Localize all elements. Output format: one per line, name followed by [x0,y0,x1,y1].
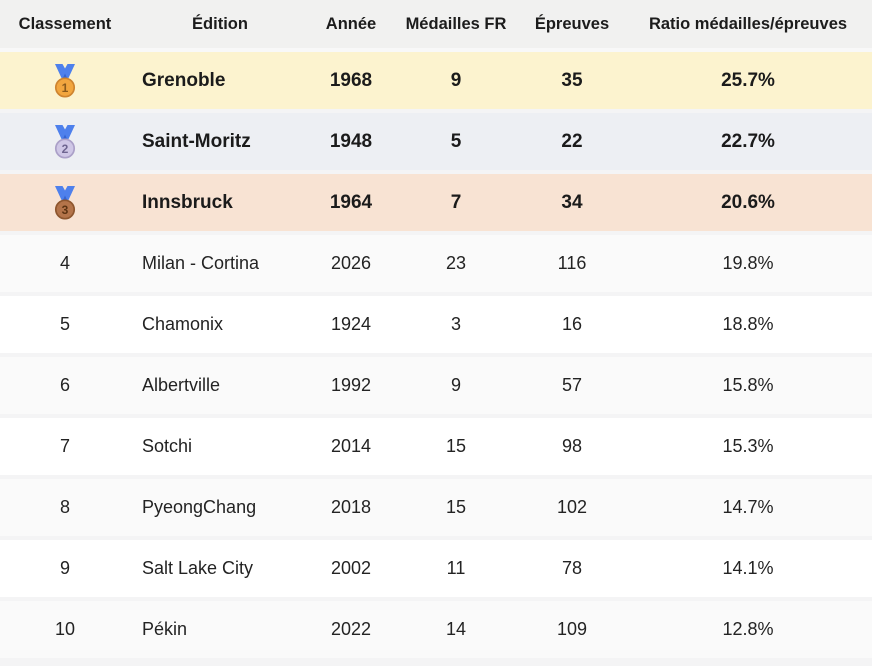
edition-cell: Albertville [130,355,310,418]
svg-text:3: 3 [62,202,69,216]
events-cell: 57 [520,355,624,418]
table-row: 10 Pékin 2022 14 109 12.8% [0,599,872,662]
medals-cell: 5 [392,111,520,174]
year-cell: 1964 [310,172,392,235]
year-cell: 1924 [310,294,392,357]
year-cell: 1968 [310,50,392,113]
medals-cell: 15 [392,416,520,479]
edition-cell: Milan - Cortina [130,233,310,296]
rank-cell: 9 [0,538,130,601]
events-cell: 35 [520,50,624,113]
gold-medal-icon: 1 [54,63,76,98]
svg-text:2: 2 [62,141,69,155]
ratio-cell: 18.8% [624,294,872,357]
medals-cell: 7 [392,172,520,235]
svg-text:1: 1 [62,80,69,94]
ratio-cell: 20.6% [624,172,872,235]
column-header-classement: Classement [0,0,130,52]
ratio-cell: 25.7% [624,50,872,113]
ratio-cell: 15.8% [624,355,872,418]
year-cell: 2026 [310,233,392,296]
medals-cell: 9 [392,50,520,113]
events-cell: 102 [520,477,624,540]
table-header: Classement Édition Année Médailles FR Ép… [0,0,872,52]
events-cell: 16 [520,294,624,357]
ratio-cell: 19.8% [624,233,872,296]
ratio-cell: 22.7% [624,111,872,174]
medals-cell: 3 [392,294,520,357]
ratio-cell: 14.1% [624,538,872,601]
year-cell: 2014 [310,416,392,479]
year-cell: 1992 [310,355,392,418]
table-row: 4 Milan - Cortina 2026 23 116 19.8% [0,233,872,296]
edition-cell: Salt Lake City [130,538,310,601]
events-cell: 22 [520,111,624,174]
table-row: 1 Grenoble 1968 9 35 25.7% [0,50,872,113]
rank-cell: 3 [0,172,130,235]
medals-cell: 11 [392,538,520,601]
table-row: 5 Chamonix 1924 3 16 18.8% [0,294,872,357]
table-row: 9 Salt Lake City 2002 11 78 14.1% [0,538,872,601]
bronze-medal-icon: 3 [54,185,76,220]
medals-cell: 14 [392,599,520,662]
column-header-epreuves: Épreuves [520,0,624,52]
edition-cell: Saint-Moritz [130,111,310,174]
medals-cell: 15 [392,477,520,540]
edition-cell: Chamonix [130,294,310,357]
events-cell: 98 [520,416,624,479]
column-header-annee: Année [310,0,392,52]
edition-cell: PyeongChang [130,477,310,540]
ratio-cell: 12.8% [624,599,872,662]
edition-cell: Sotchi [130,416,310,479]
events-cell: 109 [520,599,624,662]
silver-medal-icon: 2 [54,124,76,159]
medals-cell: 23 [392,233,520,296]
table-row: 2 Saint-Moritz 1948 5 22 22.7% [0,111,872,174]
table-row: 6 Albertville 1992 9 57 15.8% [0,355,872,418]
rank-cell: 2 [0,111,130,174]
rank-cell: 5 [0,294,130,357]
events-cell: 34 [520,172,624,235]
table-row: 8 PyeongChang 2018 15 102 14.7% [0,477,872,540]
year-cell: 2022 [310,599,392,662]
table-body: 1 Grenoble 1968 9 35 25.7% 2 Saint-Morit… [0,50,872,662]
column-header-edition: Édition [130,0,310,52]
medals-cell: 9 [392,355,520,418]
edition-cell: Innsbruck [130,172,310,235]
ratio-cell: 15.3% [624,416,872,479]
rank-cell: 7 [0,416,130,479]
events-cell: 116 [520,233,624,296]
column-header-ratio: Ratio médailles/épreuves [624,0,872,52]
rank-cell: 4 [0,233,130,296]
rank-cell: 6 [0,355,130,418]
events-cell: 78 [520,538,624,601]
rank-cell: 1 [0,50,130,113]
year-cell: 2018 [310,477,392,540]
edition-cell: Grenoble [130,50,310,113]
table-row: 3 Innsbruck 1964 7 34 20.6% [0,172,872,235]
table-row: 7 Sotchi 2014 15 98 15.3% [0,416,872,479]
edition-cell: Pékin [130,599,310,662]
rank-cell: 10 [0,599,130,662]
ratio-cell: 14.7% [624,477,872,540]
year-cell: 1948 [310,111,392,174]
year-cell: 2002 [310,538,392,601]
column-header-medailles: Médailles FR [392,0,520,52]
rank-cell: 8 [0,477,130,540]
